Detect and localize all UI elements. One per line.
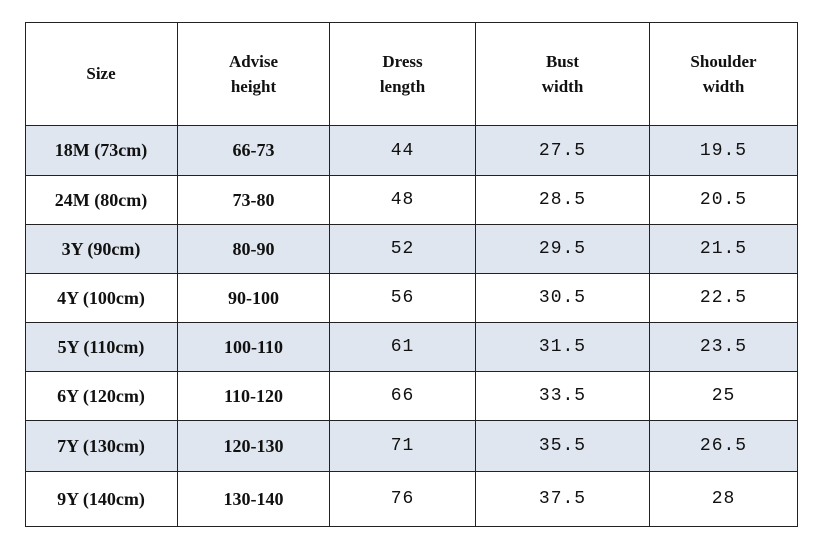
header-text: height <box>230 76 277 96</box>
body-cell: 25 <box>650 372 798 421</box>
body-cell: 130-140 <box>178 472 330 527</box>
body-cell: 19.5 <box>650 126 798 176</box>
body-cell: 33.5 <box>476 372 650 421</box>
body-cell: 26.5 <box>650 421 798 472</box>
body-cell: 5Y (110cm) <box>25 323 178 372</box>
body-cell: 37.5 <box>476 472 650 527</box>
body-cell: 20.5 <box>650 176 798 225</box>
body-cell: 66-73 <box>178 126 330 176</box>
body-cell: 52 <box>330 225 476 274</box>
body-cell: 48 <box>330 176 476 225</box>
body-cell: 28 <box>650 472 798 527</box>
body-cell: 18M (73cm) <box>25 126 178 176</box>
body-cell: 71 <box>330 421 476 472</box>
body-cell: 9Y (140cm) <box>25 472 178 527</box>
header-cell: Dress length <box>330 22 476 126</box>
body-cell: 28.5 <box>476 176 650 225</box>
body-cell: 6Y (120cm) <box>25 372 178 421</box>
header-text: width <box>702 76 745 96</box>
header-cell: Bust width <box>476 22 650 126</box>
header-text: length <box>379 76 426 96</box>
body-cell: 76 <box>330 472 476 527</box>
body-cell: 56 <box>330 274 476 323</box>
body-cell: 3Y (90cm) <box>25 225 178 274</box>
body-cell: 24M (80cm) <box>25 176 178 225</box>
header-text: Shoulder <box>690 51 757 71</box>
body-cell: 100-110 <box>178 323 330 372</box>
body-cell: 31.5 <box>476 323 650 372</box>
body-cell: 21.5 <box>650 225 798 274</box>
body-cell: 35.5 <box>476 421 650 472</box>
body-cell: 23.5 <box>650 323 798 372</box>
body-cell: 110-120 <box>178 372 330 421</box>
header-cell: Shoulder width <box>650 22 798 126</box>
body-cell: 66 <box>330 372 476 421</box>
header-cell: Advise height <box>178 22 330 126</box>
body-cell: 61 <box>330 323 476 372</box>
body-cell: 4Y (100cm) <box>25 274 178 323</box>
body-cell: 73-80 <box>178 176 330 225</box>
body-cell: 7Y (130cm) <box>25 421 178 472</box>
body-cell: 30.5 <box>476 274 650 323</box>
header-text: Advise <box>228 51 279 71</box>
header-cell: Size <box>25 22 178 126</box>
body-cell: 90-100 <box>178 274 330 323</box>
header-text: Size <box>86 64 116 83</box>
header-text: Bust <box>545 51 580 71</box>
body-cell: 44 <box>330 126 476 176</box>
body-cell: 22.5 <box>650 274 798 323</box>
header-text: width <box>541 76 584 96</box>
body-cell: 27.5 <box>476 126 650 176</box>
body-cell: 80-90 <box>178 225 330 274</box>
body-cell: 120-130 <box>178 421 330 472</box>
header-text: Dress <box>382 51 423 71</box>
body-cell: 29.5 <box>476 225 650 274</box>
